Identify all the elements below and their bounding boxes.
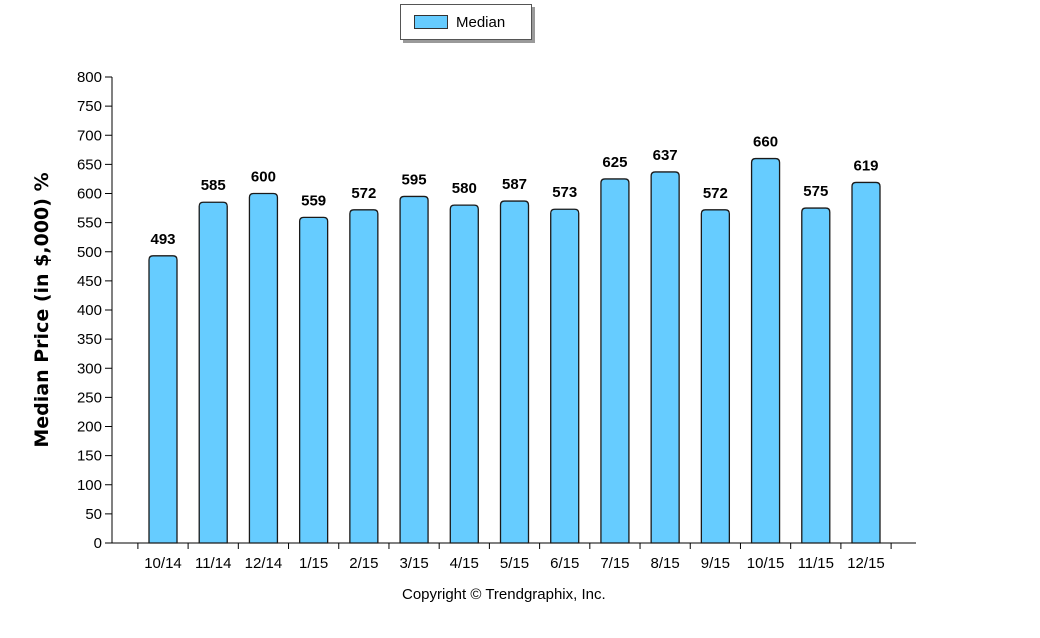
bar-value-label: 559 — [301, 192, 326, 209]
x-tick-label: 8/15 — [651, 555, 680, 572]
y-tick-label: 100 — [77, 477, 102, 494]
y-tick-label: 600 — [77, 186, 102, 203]
bar — [449, 204, 479, 544]
legend-label: Median — [456, 13, 506, 31]
bar — [298, 216, 329, 544]
bar-value-label: 573 — [552, 184, 577, 201]
bar-value-label: 660 — [753, 134, 778, 151]
x-tick-label: 2/15 — [349, 555, 378, 572]
y-tick-label: 800 — [77, 69, 102, 86]
y-tick-label: 700 — [77, 127, 102, 144]
bar-value-label: 637 — [653, 147, 678, 164]
x-tick-label: 12/15 — [847, 555, 885, 572]
bar-value-label: 585 — [201, 177, 226, 194]
bar — [248, 192, 279, 544]
bar-value-label: 619 — [853, 157, 878, 174]
bar — [198, 201, 228, 544]
bar-value-label: 572 — [351, 185, 376, 202]
bar — [148, 255, 178, 544]
bar-value-label: 587 — [502, 176, 527, 193]
x-tick-label: 11/14 — [195, 555, 231, 572]
x-tick-label: 11/15 — [798, 555, 834, 572]
y-tick-label: 650 — [77, 156, 102, 173]
x-tick-label: 9/15 — [701, 555, 730, 572]
bar-value-label: 595 — [402, 171, 427, 188]
legend-swatch — [414, 15, 448, 29]
bar-value-label: 572 — [703, 185, 728, 202]
bar — [399, 195, 429, 544]
y-axis-label: Median Price (in $,000) % — [31, 172, 53, 448]
y-tick-label: 400 — [77, 302, 102, 319]
x-tick-label: 4/15 — [450, 555, 479, 572]
bars — [148, 157, 881, 544]
bar — [499, 200, 530, 544]
y-tick-label: 200 — [77, 419, 102, 436]
y-tick-label: 0 — [94, 535, 102, 552]
y-tick-label: 500 — [77, 244, 102, 261]
bar — [851, 181, 881, 544]
x-tick-label: 7/15 — [600, 555, 629, 572]
bar-value-label: 493 — [150, 231, 175, 248]
bar-value-label: 625 — [602, 154, 627, 171]
y-tick-label: 300 — [77, 360, 102, 377]
x-tick-label: 10/14 — [144, 555, 182, 572]
bar — [349, 209, 379, 544]
bar-value-label: 600 — [251, 169, 276, 186]
y-axis: 0 50 100 150 200 250 300 350 400 450 500 550 600 650 7… — [77, 69, 113, 552]
bar — [700, 209, 731, 544]
x-tick-label: 10/15 — [747, 555, 785, 572]
y-tick-label: 550 — [77, 215, 102, 232]
legend: Median — [400, 4, 532, 40]
x-tick-label: 1/15 — [299, 555, 328, 572]
bar — [750, 157, 781, 544]
y-tick-label: 350 — [77, 331, 102, 348]
x-tick-label: 12/14 — [245, 555, 283, 572]
x-tick-label: 6/15 — [550, 555, 579, 572]
bar — [801, 207, 831, 544]
copyright: Copyright © Trendgraphix, Inc. — [402, 586, 606, 603]
x-tick-label: 5/15 — [500, 555, 529, 572]
bar-value-label: 575 — [803, 183, 828, 200]
x-tick-label: 3/15 — [399, 555, 428, 572]
value-labels: 493 585 600 559 572 595 580 587 573 625 637 572 660 5… — [150, 134, 878, 248]
bar — [650, 171, 680, 544]
y-tick-label: 250 — [77, 389, 102, 406]
bar — [550, 208, 580, 544]
y-tick-label: 750 — [77, 98, 102, 115]
y-tick-label: 50 — [85, 506, 102, 523]
bar — [600, 178, 630, 544]
bar-value-label: 580 — [452, 180, 477, 197]
y-tick-label: 150 — [77, 448, 102, 465]
y-tick-label: 450 — [77, 273, 102, 290]
x-axis: 10/14 11/14 12/14 1/15 2/15 3/15 4/15 5/15 6/15 7… — [112, 542, 916, 572]
